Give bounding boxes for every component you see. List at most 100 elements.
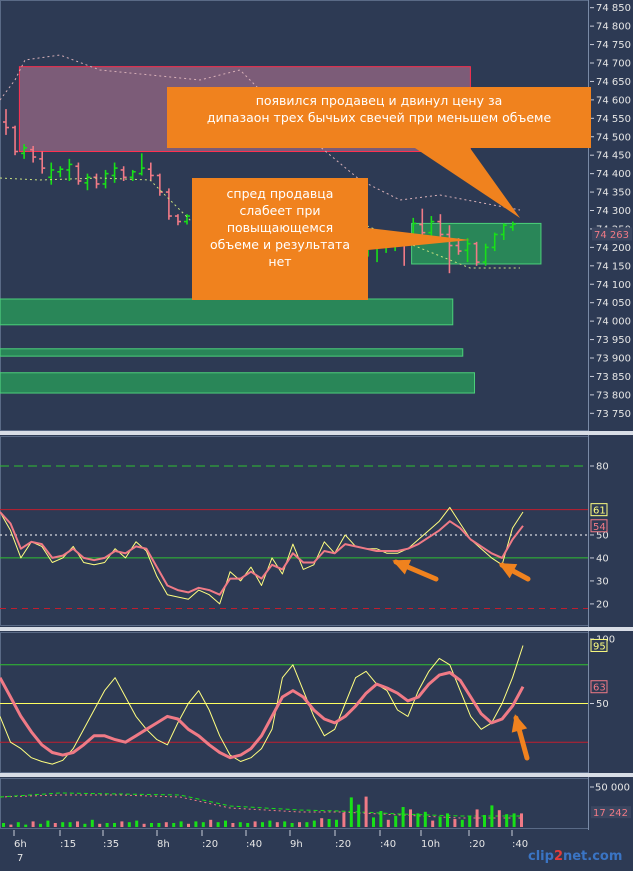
- price-tick-label: 73 800: [596, 390, 631, 401]
- x-tick-label: :35: [103, 839, 119, 850]
- volume-bar: [386, 819, 390, 827]
- x-tick-label: :40: [380, 839, 396, 850]
- volume-bar: [9, 824, 13, 827]
- x-tick-label: 9h: [290, 839, 303, 850]
- volume-bar: [409, 809, 412, 827]
- price-tick-label: 74 450: [596, 151, 631, 162]
- x-tick-label: :20: [335, 839, 351, 850]
- osc-tick-label: 20: [596, 599, 609, 610]
- price-tick-label: 74 850: [596, 3, 631, 14]
- price-tick-label: 74 350: [596, 188, 631, 199]
- volume-bar: [290, 823, 294, 827]
- value-marker: 63: [593, 683, 606, 694]
- callout-top-line2: дипазаон трех бычьих свечей при меньшем …: [206, 110, 552, 125]
- volume-bar: [224, 820, 227, 827]
- volume-bar: [201, 822, 205, 827]
- callout-left-pointer: [368, 228, 470, 250]
- volume-bar: [90, 819, 94, 827]
- vol-tick-label: 50 000: [595, 783, 630, 794]
- osc-tick-label: 40: [596, 553, 609, 564]
- volume-bar: [453, 819, 457, 827]
- price-tick-label: 73 850: [596, 372, 631, 383]
- volume-bar: [364, 796, 368, 827]
- value-marker-box: [590, 680, 608, 694]
- volume-bar: [76, 821, 79, 827]
- volume-bar: [490, 805, 494, 827]
- watermark-logo: clip2net.com: [528, 849, 623, 864]
- volume-bar: [320, 818, 324, 827]
- volume-bar: [349, 797, 353, 827]
- value-marker-box: [590, 638, 608, 652]
- volume-bar: [179, 821, 183, 827]
- osc-tick-label: 50: [596, 530, 609, 541]
- callout-left-line4: объеме и результата: [210, 237, 350, 252]
- price-tick-label: 74 300: [596, 206, 631, 217]
- panel-separator-1: [0, 627, 633, 631]
- price-tick-label: 74 400: [596, 169, 631, 180]
- volume-bar: [497, 810, 501, 827]
- last-price-label: 74 263: [594, 230, 629, 241]
- volume-bar: [505, 814, 509, 827]
- panel-frame-2: [0, 632, 589, 773]
- upper-envelope: [0, 54, 521, 211]
- osc-tick-label: 50: [596, 699, 609, 710]
- volume-bar: [312, 820, 316, 827]
- volume-bar: [327, 819, 331, 827]
- volume-bar: [423, 811, 427, 827]
- x-tick-label: :20: [202, 839, 218, 850]
- volume-bar: [105, 823, 109, 827]
- price-tick-label: 73 950: [596, 335, 631, 346]
- osc-series-slow: [0, 671, 525, 760]
- volume-bar: [475, 809, 479, 827]
- callout-seller-spread: спред продавца слабеет при повыщающемся …: [192, 178, 368, 300]
- price-tick-label: 74 550: [596, 114, 631, 125]
- volume-bar: [253, 821, 257, 827]
- price-tick-label: 74 000: [596, 317, 631, 328]
- price-tick-label: 74 600: [596, 95, 631, 106]
- x-tick-label: 8h: [157, 839, 170, 850]
- volume-bar: [31, 821, 35, 827]
- volume-bar: [53, 823, 57, 827]
- volume-bar: [39, 823, 42, 827]
- volume-bar: [379, 811, 383, 827]
- x-tick-label: 7: [17, 853, 23, 864]
- arrow-osc1-right-head: [498, 563, 518, 579]
- callout-top-line1: появился продавец и двинул цену за: [255, 93, 503, 108]
- volume-bar: [268, 820, 272, 827]
- price-tick-label: 73 750: [596, 409, 631, 420]
- zone-green-4: [0, 372, 476, 394]
- price-tick-label: 73 900: [596, 354, 631, 365]
- last-price-box: [592, 227, 632, 241]
- volume-bar: [120, 821, 124, 827]
- volume-bar: [372, 817, 375, 827]
- volume-bar: [483, 815, 486, 827]
- volume-bar: [246, 823, 250, 827]
- volume-bar: [283, 821, 287, 827]
- volume-bar: [231, 823, 235, 827]
- price-tick-label: 74 650: [596, 77, 631, 88]
- value-marker: 54: [593, 522, 606, 533]
- volume-bar: [68, 822, 72, 827]
- volume-bar: [127, 822, 131, 827]
- osc-series-fast: [0, 506, 524, 605]
- volume-bar: [416, 813, 420, 827]
- last-volume-box: [591, 806, 631, 819]
- price-tick-label: 74 050: [596, 298, 631, 309]
- price-tick-label: 74 100: [596, 280, 631, 291]
- price-tick-label: 74 150: [596, 261, 631, 272]
- volume-bar: [135, 820, 139, 827]
- price-tick-label: 74 200: [596, 243, 631, 254]
- panel-separator-0: [0, 431, 633, 435]
- volume-bar: [209, 819, 213, 827]
- volume-bar: [446, 813, 449, 827]
- volume-bar: [61, 822, 65, 827]
- panel-separator-2: [0, 773, 633, 777]
- panel-frame-1: [0, 436, 589, 626]
- callout-top-pointer: [415, 148, 520, 218]
- volume-bar: [194, 821, 198, 827]
- volume-bar: [2, 823, 5, 827]
- volume-bar: [438, 816, 442, 827]
- x-tick-label: 6h: [14, 839, 27, 850]
- value-marker: 95: [593, 641, 606, 652]
- arrow-osc2-head: [511, 714, 528, 733]
